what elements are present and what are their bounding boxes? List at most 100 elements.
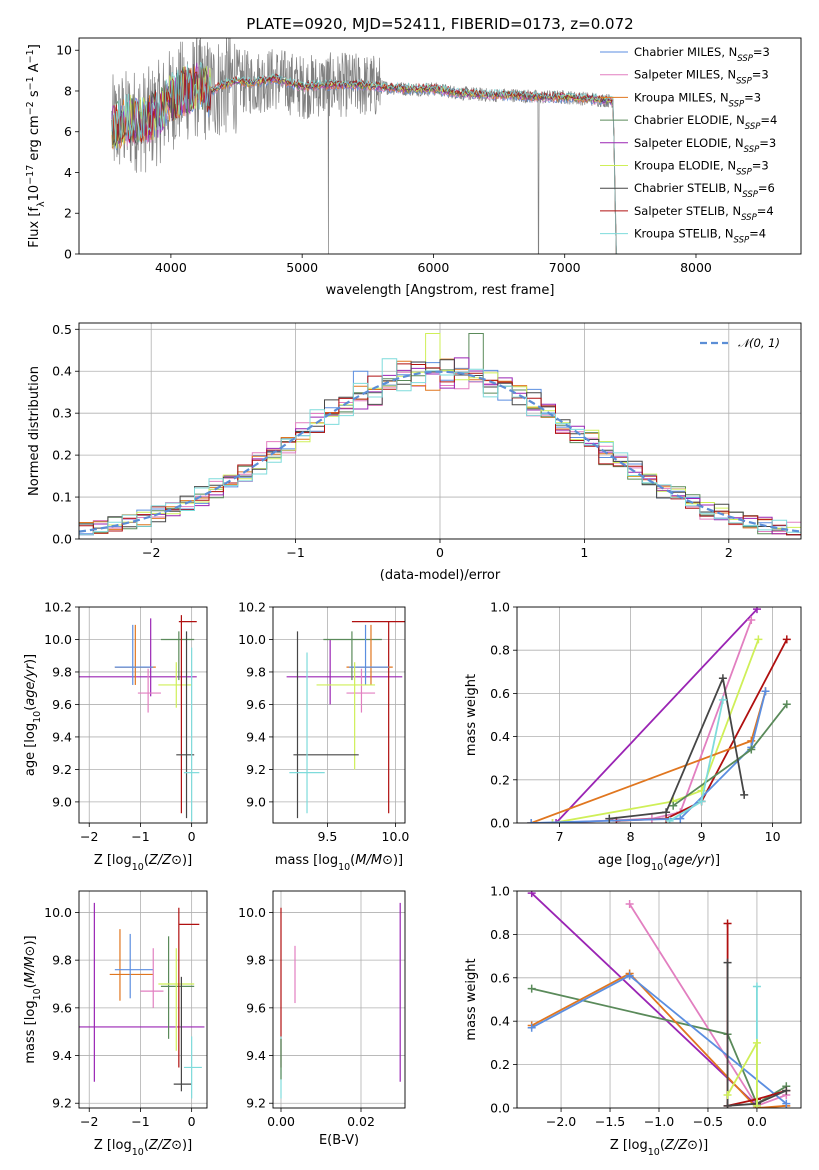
residuals-plot-area <box>79 323 801 539</box>
mass-vs-Z-ylabel-part: 10 <box>32 988 43 1000</box>
age-vs-mass-xlabel-part: mass [log <box>275 853 338 868</box>
mass-weight-marker <box>605 814 614 823</box>
mass-weight-vs-age-plot-area <box>517 607 801 823</box>
mass-weight-vs-Z-chart: −2.0 −1.5 −1.0 −0.5 0.0 0.0 0.2 0.4 0.6 0.8 1.0 Z [… <box>464 884 802 1158</box>
mass-weight-vs-age-xlabel-part: )] <box>710 853 720 868</box>
spectrum-frame <box>78 37 802 255</box>
legend-name: Salpeter STELIB, N <box>634 204 741 218</box>
residuals-ytick-label: 0.2 <box>52 448 72 463</box>
mass-weight-line <box>726 1039 758 1106</box>
mass-weight-marker <box>782 700 791 709</box>
spectrum-ylabel-part: −1 <box>25 76 36 90</box>
age-vs-mass-plot-area <box>273 607 405 823</box>
mass-vs-Z-chart: −2 −1 09.29.49.69.810.0Z [log10(Z/Z⊙)]mass… <box>23 890 208 1158</box>
legend-count: =4 <box>757 204 774 218</box>
legend-count: =4 <box>749 227 766 241</box>
legend-sub: SSP <box>737 54 753 64</box>
age-vs-mass-ytick-label: 9.8 <box>246 664 266 679</box>
legend-sub: SSP <box>736 168 752 178</box>
spectrum-ylabel-part: 10 <box>27 185 42 202</box>
mass-weight-vs-Z-ylabel: mass weight <box>464 958 479 1040</box>
age-vs-Z-xtick-label: 0 <box>188 829 196 844</box>
mass-weight-line <box>726 962 787 1107</box>
spectrum-legend-label: Kroupa MILES, NSSP=3 <box>634 90 761 109</box>
age-vs-mass-chart: 9.5 10.0 9.0 9.2 9.4 9.6 9.8 10.0 10.2 mass [log1… <box>238 600 409 873</box>
mass-vs-Z-ylabel-part: M/M⊙ <box>23 946 38 984</box>
age-vs-Z-chart: −2 −1 09.09.29.49.69.810.010.2Z [log10(Z/Z… <box>23 600 208 873</box>
spectrum-ytick-label: 2 <box>64 206 72 221</box>
mass-vs-ebv-xlabel: E(B-V) <box>319 1133 359 1148</box>
spectrum-plot-area <box>111 38 619 254</box>
mass-weight-marker <box>723 958 732 967</box>
residuals-ytick-label: 0.3 <box>52 406 72 421</box>
mass-vs-Z-ylabel: mass [log10(M/M⊙)] <box>23 935 43 1063</box>
residuals-xlabel: (data-model)/error <box>380 568 501 583</box>
age-vs-Z-xlabel-part: 10 <box>132 862 144 873</box>
mass-weight-marker <box>754 635 763 644</box>
age-vs-Z-frame <box>78 606 208 824</box>
mass-weight-marker <box>718 695 727 704</box>
mass-weight-vs-Z-xtick-label: −0.5 <box>693 1114 723 1129</box>
age-vs-mass-ytick-label: 9.6 <box>246 697 266 712</box>
age-vs-Z-xlabel-part: )] <box>182 853 192 868</box>
legend-count: =3 <box>759 136 776 150</box>
mass-vs-Z-ylabel-part: mass [log <box>23 1000 38 1063</box>
legend-count: =6 <box>758 181 775 195</box>
spectrum-ytick-label: 8 <box>64 83 72 98</box>
legend-name: Kroupa ELODIE, N <box>634 159 736 173</box>
legend-count: =4 <box>760 113 777 127</box>
residuals-xtick-label: −1 <box>286 545 304 560</box>
mass-weight-vs-Z-xtick-label: −2.0 <box>546 1114 576 1129</box>
mass-vs-ebv-plot-area <box>273 891 405 1108</box>
mass-vs-Z-xtick-label: −2 <box>80 1114 98 1129</box>
mass-weight-marker <box>676 814 685 823</box>
mass-weight-vs-age-ytick-label: 0.0 <box>490 816 510 831</box>
mass-weight-marker <box>761 687 770 696</box>
mass-weight-vs-age-ytick-label: 0.6 <box>490 686 510 701</box>
age-vs-Z-plot-area <box>79 607 207 823</box>
mass-weight-marker <box>723 919 732 928</box>
residuals-xtick-label: 2 <box>725 545 733 560</box>
mass-weight-line <box>530 690 767 823</box>
legend-sub: SSP <box>742 190 758 200</box>
mass-vs-Z-ytick-label: 9.6 <box>52 1000 72 1015</box>
legend-count: =3 <box>752 159 769 173</box>
legend-name: Chabrier MILES, N <box>634 45 737 59</box>
mass-weight-marker <box>625 971 634 980</box>
mass-vs-Z-xlabel-part: ( <box>144 1138 149 1153</box>
mass-weight-vs-age-ytick-label: 0.4 <box>490 729 510 744</box>
age-vs-mass-xlabel-part: 10 <box>338 862 350 873</box>
mass-weight-vs-Z-xtick-label: −1.5 <box>595 1114 625 1129</box>
mass-weight-vs-Z-ytick-label: 0.0 <box>490 1101 510 1116</box>
mass-weight-line <box>555 608 758 823</box>
mass-weight-marker <box>752 982 761 991</box>
mass-weight-vs-Z-xlabel-part: )] <box>698 1138 708 1153</box>
age-vs-mass-ytick-label: 10.0 <box>238 632 266 647</box>
age-vs-Z-ylabel-part: ( <box>23 706 38 711</box>
age-vs-Z-ytick-label: 9.2 <box>52 762 72 777</box>
mass-vs-ebv-chart: 0.00 0.02 9.2 9.4 9.6 9.8 10.0 <box>238 890 406 1129</box>
residual-histogram-step <box>79 363 801 536</box>
mass-vs-Z-ylabel-part: )] <box>23 935 38 945</box>
mass-vs-ebv-ytick-label: 9.6 <box>246 1000 266 1015</box>
age-vs-Z-xtick-label: −2 <box>80 829 98 844</box>
mass-weight-marker <box>552 819 561 823</box>
spectrum-xlabel: wavelength [Angstrom, rest frame] <box>326 283 555 298</box>
spectrum-model-line <box>111 61 618 254</box>
mass-weight-vs-age-xlabel-part: age [log <box>598 853 651 868</box>
spectrum-ylabel-part: −2 <box>25 101 36 115</box>
spectrum-ytick-label: 10 <box>56 43 72 58</box>
mass-weight-vs-age-xtick-label: 9 <box>698 829 706 844</box>
spectrum-legend-label: Chabrier ELODIE, NSSP=4 <box>634 113 777 132</box>
age-vs-Z-ytick-label: 9.0 <box>52 794 72 809</box>
normal-legend-label: 𝒩(0, 1) <box>738 336 780 350</box>
spectrum-legend-label: Salpeter STELIB, NSSP=4 <box>634 204 774 223</box>
mass-weight-vs-Z-xlabel-part: 10 <box>648 1147 660 1158</box>
residuals-ytick-label: 0.4 <box>52 364 72 379</box>
age-vs-Z-ytick-label: 9.8 <box>52 664 72 679</box>
legend-count: =3 <box>753 45 770 59</box>
mass-weight-line <box>531 690 767 823</box>
spectrum-ylabel-part: erg cm <box>27 115 42 164</box>
mass-weight-marker <box>662 808 671 817</box>
